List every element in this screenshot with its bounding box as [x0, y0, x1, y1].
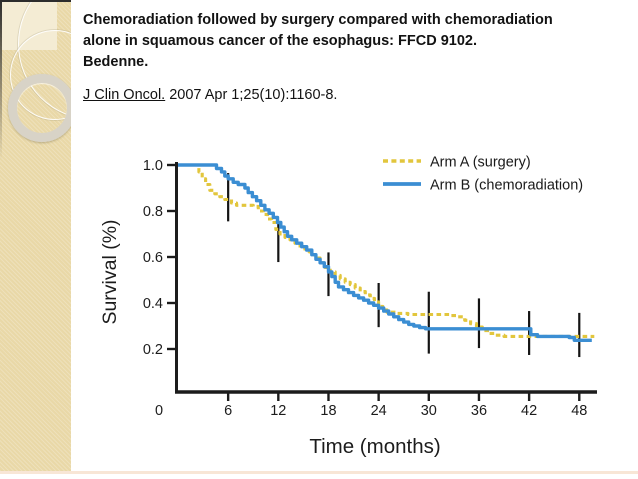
- x-tick-label: 30: [421, 403, 437, 419]
- x-tick-label: 12: [270, 403, 286, 419]
- curve-arm-b: [178, 163, 592, 342]
- x-tick-label: 36: [471, 403, 487, 419]
- decorative-sidebar: [0, 0, 71, 471]
- x-tick-label: 48: [571, 403, 587, 419]
- legend-label: Arm B (chemoradiation): [430, 178, 583, 194]
- title-line-1: Chemoradiation followed by surgery compa…: [83, 12, 553, 28]
- y-tick-label: 0.4: [143, 296, 163, 312]
- x-tick-label: 18: [320, 403, 336, 419]
- slide-title: Chemoradiation followed by surgery compa…: [83, 10, 631, 73]
- y-tick-label: 1.0: [143, 158, 163, 174]
- x-tick-label: 6: [224, 403, 232, 419]
- ring-decoration: [8, 74, 71, 142]
- axes: 0.2 0.4 0.6 0.8 1.0 0 6 12 18 24 30 36 42 48: [143, 158, 597, 419]
- citation: J Clin Oncol. 2007 Apr 1;25(10):1160-8.: [83, 87, 603, 103]
- title-line-2: alone in squamous cancer of the esophagu…: [83, 33, 478, 49]
- slide-bottom-strip: [0, 471, 638, 474]
- x-tick-label: 24: [371, 403, 387, 419]
- citation-journal: J Clin Oncol.: [83, 87, 166, 103]
- slide-top-edge: [0, 0, 71, 2]
- y-tick-label: 0.8: [143, 204, 163, 220]
- x-tick-label: 0: [155, 403, 163, 419]
- y-tick-label: 0.6: [143, 250, 163, 266]
- y-tick-label: 0.2: [143, 342, 163, 358]
- slide-left-edge: [0, 0, 2, 160]
- x-tick-label: 42: [521, 403, 537, 419]
- y-axis-title: Survival (%): [99, 219, 121, 324]
- title-line-3: Bedenne.: [83, 54, 149, 70]
- citation-detail: 2007 Apr 1;25(10):1160-8.: [165, 87, 338, 103]
- x-axis-title: Time (months): [309, 435, 440, 458]
- chart-legend: Arm A (surgery) Arm B (chemoradiation): [383, 155, 583, 194]
- legend-label: Arm A (surgery): [430, 155, 531, 171]
